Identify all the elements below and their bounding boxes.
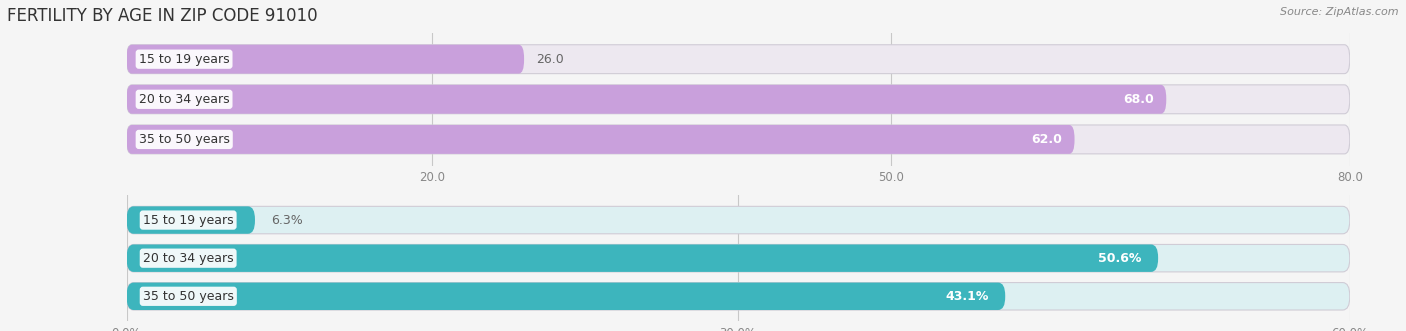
Text: 50.6%: 50.6%	[1098, 252, 1142, 265]
Text: 62.0: 62.0	[1032, 133, 1063, 146]
Text: 20 to 34 years: 20 to 34 years	[139, 93, 229, 106]
Text: 15 to 19 years: 15 to 19 years	[139, 53, 229, 66]
Text: 26.0: 26.0	[536, 53, 564, 66]
Text: 20 to 34 years: 20 to 34 years	[143, 252, 233, 265]
FancyBboxPatch shape	[127, 206, 1350, 234]
Text: 43.1%: 43.1%	[946, 290, 988, 303]
FancyBboxPatch shape	[127, 283, 1350, 310]
FancyBboxPatch shape	[127, 125, 1350, 154]
FancyBboxPatch shape	[127, 85, 1350, 114]
FancyBboxPatch shape	[127, 85, 1167, 114]
FancyBboxPatch shape	[127, 283, 1005, 310]
FancyBboxPatch shape	[127, 245, 1350, 272]
Text: 15 to 19 years: 15 to 19 years	[143, 213, 233, 226]
Text: 68.0: 68.0	[1123, 93, 1154, 106]
FancyBboxPatch shape	[127, 45, 524, 73]
Text: 35 to 50 years: 35 to 50 years	[139, 133, 229, 146]
FancyBboxPatch shape	[127, 206, 254, 234]
FancyBboxPatch shape	[127, 245, 1159, 272]
FancyBboxPatch shape	[127, 125, 1074, 154]
Text: 6.3%: 6.3%	[271, 213, 304, 226]
Text: 35 to 50 years: 35 to 50 years	[143, 290, 233, 303]
Text: Source: ZipAtlas.com: Source: ZipAtlas.com	[1281, 7, 1399, 17]
FancyBboxPatch shape	[127, 45, 1350, 73]
Text: FERTILITY BY AGE IN ZIP CODE 91010: FERTILITY BY AGE IN ZIP CODE 91010	[7, 7, 318, 24]
